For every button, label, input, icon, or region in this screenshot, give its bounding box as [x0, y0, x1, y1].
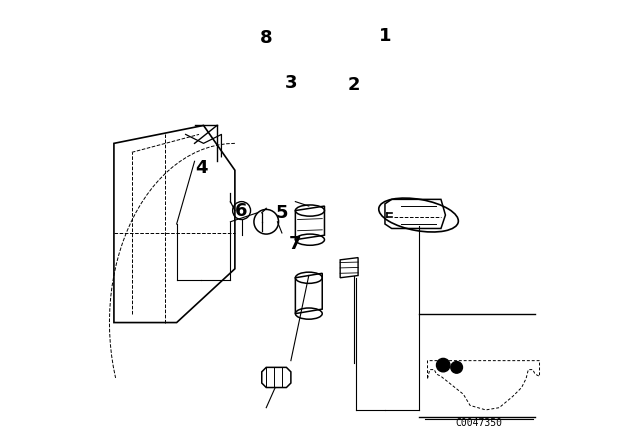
- Text: 7: 7: [289, 235, 301, 253]
- Text: 5: 5: [276, 204, 288, 222]
- Circle shape: [451, 362, 463, 373]
- Text: 1: 1: [379, 27, 391, 45]
- Text: C0047350: C0047350: [456, 418, 502, 428]
- Text: 3: 3: [285, 74, 297, 92]
- Text: 8: 8: [260, 29, 273, 47]
- Text: 6: 6: [236, 202, 248, 220]
- Text: 4: 4: [195, 159, 207, 177]
- Circle shape: [436, 358, 450, 372]
- Text: 2: 2: [348, 76, 360, 94]
